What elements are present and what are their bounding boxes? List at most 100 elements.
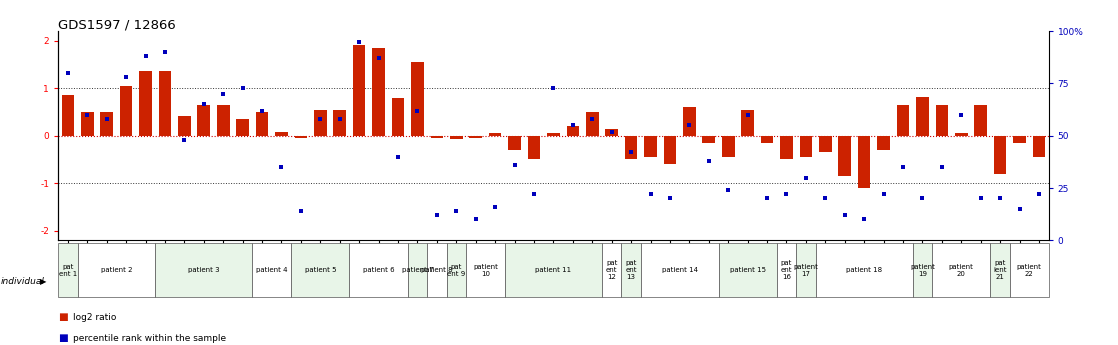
Bar — [955, 133, 967, 136]
Bar — [702, 136, 716, 143]
FancyBboxPatch shape — [155, 243, 253, 297]
Bar — [664, 136, 676, 164]
Text: pat
ent
12: pat ent 12 — [606, 260, 617, 280]
Bar — [295, 136, 307, 138]
Bar — [120, 86, 132, 136]
Bar — [994, 136, 1006, 174]
Bar — [819, 136, 832, 152]
Text: ■: ■ — [58, 313, 68, 322]
Text: patient 11: patient 11 — [536, 267, 571, 273]
Bar — [159, 71, 171, 136]
Bar — [547, 133, 560, 136]
Bar — [256, 112, 268, 136]
Text: pat
ent
13: pat ent 13 — [625, 260, 637, 280]
Bar — [760, 136, 774, 143]
FancyBboxPatch shape — [58, 243, 77, 297]
FancyBboxPatch shape — [601, 243, 622, 297]
Text: individual: individual — [1, 277, 45, 286]
Text: patient 14: patient 14 — [662, 267, 698, 273]
Text: ■: ■ — [58, 333, 68, 343]
Bar — [353, 45, 366, 136]
Bar — [586, 112, 598, 136]
Text: pat
ent 9: pat ent 9 — [447, 264, 465, 277]
FancyBboxPatch shape — [777, 243, 796, 297]
Text: percentile rank within the sample: percentile rank within the sample — [73, 334, 226, 343]
Text: patient 3: patient 3 — [188, 267, 219, 273]
Bar — [780, 136, 793, 159]
Text: pat
ent 1: pat ent 1 — [59, 264, 77, 277]
Bar — [897, 105, 909, 136]
Bar — [644, 136, 657, 157]
FancyBboxPatch shape — [991, 243, 1010, 297]
Text: patient
22: patient 22 — [1017, 264, 1042, 277]
Bar — [198, 105, 210, 136]
Bar — [858, 136, 871, 188]
Bar — [333, 110, 347, 136]
FancyBboxPatch shape — [932, 243, 991, 297]
Text: pat
ient
21: pat ient 21 — [994, 260, 1007, 280]
Bar — [799, 136, 812, 157]
Bar — [372, 48, 385, 136]
FancyBboxPatch shape — [408, 243, 427, 297]
Bar — [936, 105, 948, 136]
FancyBboxPatch shape — [466, 243, 505, 297]
FancyBboxPatch shape — [796, 243, 816, 297]
Bar — [217, 105, 229, 136]
Text: pat
ent
16: pat ent 16 — [780, 260, 793, 280]
Bar — [411, 62, 424, 136]
Bar — [314, 110, 326, 136]
Text: patient
20: patient 20 — [949, 264, 974, 277]
FancyBboxPatch shape — [641, 243, 719, 297]
Bar — [1013, 136, 1026, 143]
Text: patient 18: patient 18 — [846, 267, 882, 273]
Bar — [567, 126, 579, 136]
Bar — [605, 129, 618, 136]
FancyBboxPatch shape — [1010, 243, 1049, 297]
Text: patient
17: patient 17 — [794, 264, 818, 277]
Bar — [509, 136, 521, 150]
Text: patient 2: patient 2 — [101, 267, 132, 273]
Bar — [80, 112, 94, 136]
Text: patient
10: patient 10 — [473, 264, 498, 277]
FancyBboxPatch shape — [253, 243, 291, 297]
FancyBboxPatch shape — [622, 243, 641, 297]
Bar — [878, 136, 890, 150]
FancyBboxPatch shape — [816, 243, 912, 297]
Text: GDS1597 / 12866: GDS1597 / 12866 — [58, 18, 176, 31]
FancyBboxPatch shape — [719, 243, 777, 297]
Bar — [430, 136, 443, 138]
Text: patient 6: patient 6 — [363, 267, 395, 273]
Bar — [140, 71, 152, 136]
Bar — [178, 116, 191, 136]
FancyBboxPatch shape — [505, 243, 601, 297]
FancyBboxPatch shape — [912, 243, 932, 297]
Text: patient 4: patient 4 — [256, 267, 287, 273]
Bar — [683, 107, 695, 136]
Bar — [470, 136, 482, 138]
Bar — [838, 136, 851, 176]
Text: patient
19: patient 19 — [910, 264, 935, 277]
Bar — [975, 105, 987, 136]
FancyBboxPatch shape — [446, 243, 466, 297]
Bar — [489, 133, 502, 136]
Bar — [916, 97, 929, 136]
Text: ▶: ▶ — [40, 277, 47, 286]
FancyBboxPatch shape — [427, 243, 446, 297]
Bar — [236, 119, 249, 136]
Bar — [391, 98, 405, 136]
Bar — [275, 132, 287, 136]
Text: log2 ratio: log2 ratio — [73, 313, 116, 322]
Bar — [61, 95, 74, 136]
Text: patient 8: patient 8 — [421, 267, 453, 273]
Bar — [741, 110, 754, 136]
Bar — [722, 136, 735, 157]
FancyBboxPatch shape — [77, 243, 155, 297]
Bar — [449, 136, 463, 139]
Bar — [101, 112, 113, 136]
Text: patient 7: patient 7 — [401, 267, 434, 273]
Bar — [1033, 136, 1045, 157]
FancyBboxPatch shape — [350, 243, 408, 297]
Text: patient 15: patient 15 — [730, 267, 766, 273]
FancyBboxPatch shape — [291, 243, 350, 297]
Text: patient 5: patient 5 — [304, 267, 337, 273]
